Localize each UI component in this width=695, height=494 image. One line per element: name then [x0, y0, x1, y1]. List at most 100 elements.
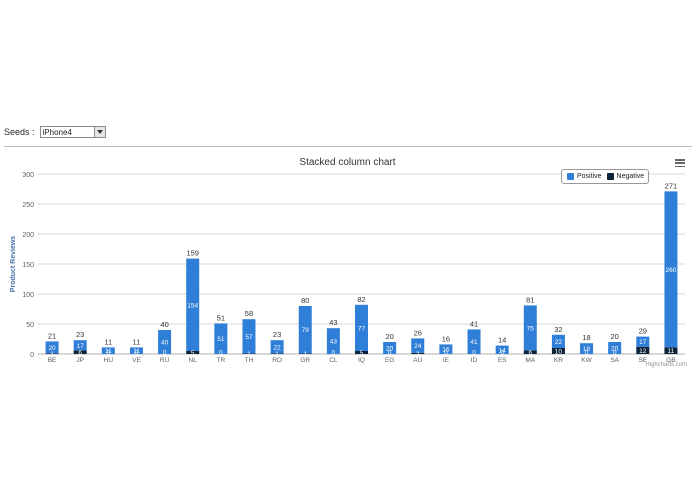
data-label-positive: 260 [666, 267, 677, 274]
x-tick-label: NL [189, 357, 198, 364]
data-label-negative: 1 [303, 351, 307, 358]
bar-negative [242, 353, 256, 354]
data-label-negative: 0 [219, 350, 223, 357]
data-label-positive: 17 [77, 343, 85, 350]
x-tick-label: AU [413, 357, 422, 364]
bar-negative [664, 347, 678, 354]
bar-negative [298, 353, 312, 354]
y-tick-label: 150 [22, 262, 34, 269]
stack-total-label: 20 [385, 332, 393, 341]
bar-positive [158, 330, 172, 354]
y-tick-label: 250 [22, 202, 34, 209]
data-label-positive: 18 [583, 346, 591, 353]
data-label-negative: 0 [135, 350, 139, 357]
data-label-positive: 79 [302, 327, 310, 334]
bar-negative [636, 346, 650, 354]
chart-container: 0 50 100 150 200 250 300 Product Reviews 20 1 21 BE… [0, 150, 695, 375]
bar-negative [551, 348, 565, 354]
data-label-negative: 6 [528, 350, 532, 357]
chart-title: Stacked column chart [299, 157, 396, 168]
bar-positive [608, 342, 622, 354]
chart-credit[interactable]: Highcharts.com [645, 362, 687, 368]
legend-swatch-negative [606, 173, 614, 180]
data-label-negative: 0 [107, 350, 111, 357]
data-label-positive: 24 [414, 343, 422, 350]
bar-negative [523, 350, 537, 354]
bar-positive [101, 347, 115, 354]
x-tick-label: IQ [358, 357, 365, 364]
menu-icon[interactable] [675, 159, 685, 168]
divider [4, 146, 692, 147]
data-label-positive: 20 [386, 346, 394, 353]
data-label-positive: 11 [133, 348, 140, 355]
data-label-positive: 22 [555, 339, 563, 346]
data-label-positive: 20 [611, 346, 619, 353]
data-label-positive: 41 [470, 339, 478, 346]
y-tick-label: 100 [22, 292, 34, 299]
data-label-positive: 43 [330, 339, 338, 346]
y-tick-label: 200 [22, 232, 34, 239]
data-label-positive: 57 [245, 334, 253, 341]
bar-negative [73, 350, 87, 354]
bar-positive [73, 340, 87, 351]
data-label-positive: 22 [273, 344, 281, 351]
x-tick-label: ES [498, 357, 507, 364]
seeds-selected-value: iPhone4 [42, 128, 72, 137]
bar-positive [523, 305, 537, 351]
data-label-positive: 40 [161, 340, 169, 347]
x-tick-label: KW [581, 357, 592, 364]
legend-item-positive[interactable]: Positive [567, 173, 602, 180]
data-label-negative: 1 [275, 351, 279, 358]
bar-negative [411, 352, 425, 354]
data-label-negative: 1 [50, 351, 54, 358]
bar-positive [326, 328, 340, 354]
bar-negative [186, 351, 200, 354]
stack-total-label: 18 [582, 333, 590, 342]
x-tick-label: SE [638, 357, 647, 364]
data-label-negative: 0 [163, 350, 167, 357]
bar-positive [129, 347, 143, 354]
stack-total-label: 23 [273, 330, 281, 339]
stack-total-label: 11 [133, 337, 141, 346]
data-label-negative: 0 [388, 350, 392, 357]
stack-total-label: 14 [498, 336, 506, 345]
bar-negative [355, 351, 368, 354]
data-label-negative: 0 [472, 350, 476, 357]
x-tick-label: KR [554, 357, 563, 364]
bar-positive [242, 319, 256, 354]
stack-total-label: 51 [217, 313, 225, 322]
legend-swatch-positive [567, 173, 574, 180]
seeds-select[interactable]: iPhone4 [39, 126, 106, 138]
seeds-filter: Seeds : iPhone4 [4, 125, 106, 139]
bar-positive [495, 345, 509, 354]
bar-positive [270, 340, 284, 354]
data-label-negative: 12 [639, 348, 647, 355]
data-label-positive: 75 [527, 325, 535, 332]
legend-item-negative[interactable]: Negative [606, 173, 645, 180]
stack-total-label: 58 [245, 309, 253, 318]
data-label-negative: 0 [613, 350, 617, 357]
x-tick-label: GB [666, 357, 675, 364]
bar-negative [270, 353, 284, 354]
data-label-negative: 6 [78, 350, 82, 357]
bar-positive [580, 343, 594, 354]
x-tick-label: ID [471, 357, 478, 364]
stack-total-label: 271 [665, 181, 678, 190]
stack-total-label: 159 [186, 249, 199, 258]
bar-positive [383, 342, 397, 354]
stack-total-label: 41 [470, 319, 478, 328]
bar-positive [355, 304, 368, 351]
x-tick-label: EG [385, 357, 394, 364]
x-tick-label: RU [160, 357, 170, 364]
x-tick-label: TH [245, 357, 254, 364]
legend-label-negative: Negative [616, 173, 645, 180]
data-label-negative: 2 [416, 351, 420, 358]
bar-negative [45, 353, 59, 354]
data-label-positive: 51 [217, 336, 225, 343]
legend: Positive Negative [561, 169, 649, 184]
bar-positive [551, 334, 565, 348]
chevron-down-icon[interactable] [93, 127, 105, 137]
x-tick-label: VE [132, 357, 141, 364]
bar-positive [439, 344, 453, 354]
stack-total-label: 40 [160, 320, 168, 329]
